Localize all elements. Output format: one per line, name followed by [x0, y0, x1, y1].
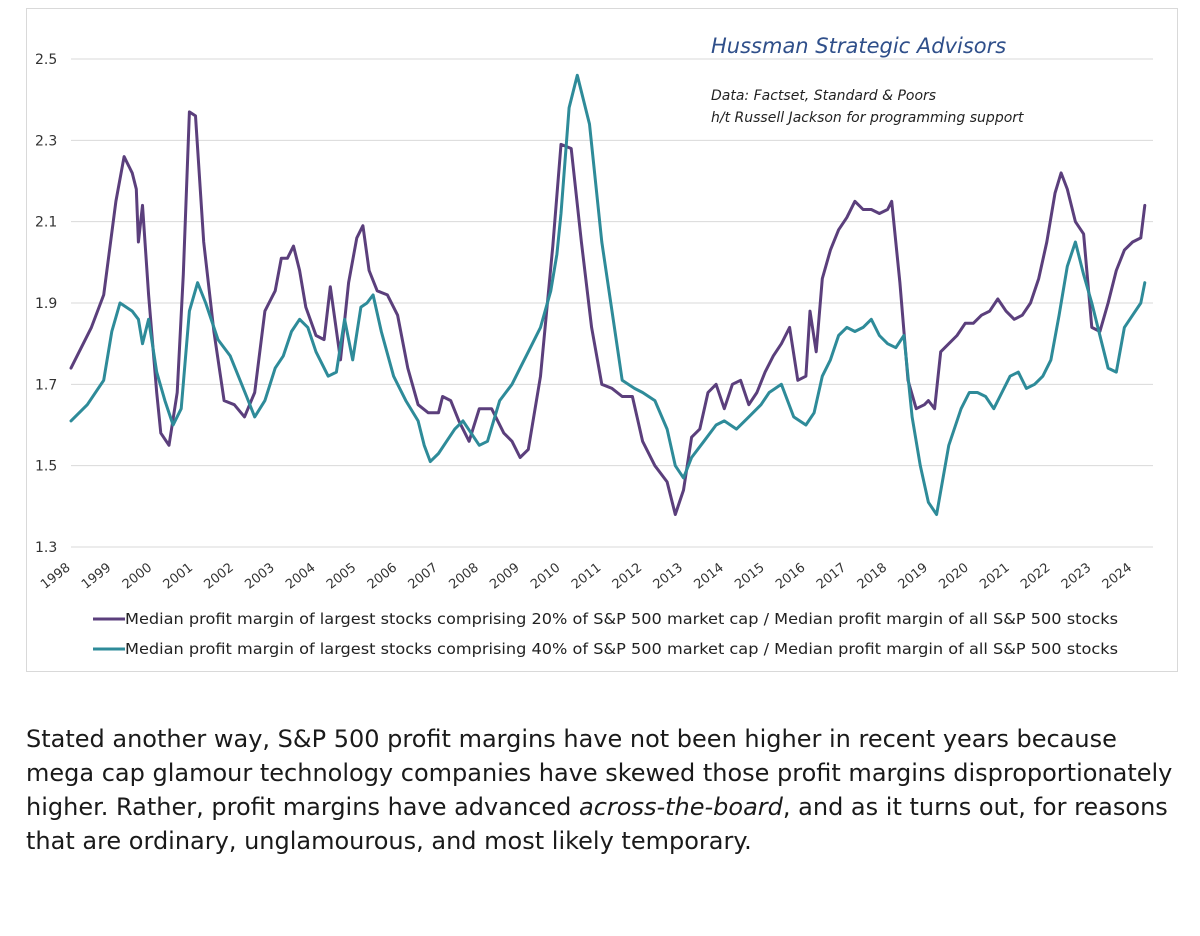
y-tick-label: 2.3: [35, 133, 57, 149]
x-tick-label: 2022: [1018, 560, 1053, 592]
x-tick-label: 2008: [446, 560, 481, 592]
x-tick-label: 2009: [487, 560, 522, 592]
x-tick-label: 2001: [161, 560, 196, 592]
x-tick-label: 1998: [38, 560, 73, 592]
legend-label-20pct: Median profit margin of largest stocks c…: [125, 610, 1118, 628]
y-tick-label: 1.3: [35, 540, 57, 556]
legend: Median profit margin of largest stocks c…: [93, 610, 1118, 658]
x-tick-label: 2004: [283, 560, 318, 592]
y-tick-label: 1.9: [35, 296, 57, 312]
caption-paragraph: Stated another way, S&P 500 profit margi…: [26, 722, 1186, 858]
x-tick-label: 2013: [651, 560, 686, 592]
series-layer: [69, 73, 1147, 516]
y-tick-label: 1.5: [35, 459, 57, 475]
x-tick-label: 2012: [610, 560, 645, 592]
y-axis-ticks: 1.3 1.5 1.7 1.9 2.1 2.3 2.5: [35, 52, 57, 556]
x-axis-ticks: 1998 1999 2000 2001 2002 2003 2004 2005 2006 2007…: [38, 560, 1135, 592]
chart-title: Hussman Strategic Advisors: [711, 34, 1006, 58]
legend-label-40pct: Median profit margin of largest stocks c…: [125, 640, 1118, 658]
grid-layer: [71, 58, 1153, 548]
x-tick-label: 2014: [691, 560, 726, 592]
series-line-20pct: [69, 110, 1147, 516]
x-tick-label: 2011: [569, 560, 604, 592]
y-tick-label: 2.5: [35, 52, 57, 68]
caption-text-after: , and as it turns out, for reasons that …: [26, 793, 1168, 855]
x-tick-label: 2007: [406, 560, 441, 592]
chart-note-credit: h/t Russell Jackson for programming supp…: [711, 110, 1024, 126]
y-tick-label: 2.1: [35, 215, 57, 231]
caption-text-before: Stated another way, S&P 500 profit margi…: [26, 725, 1173, 821]
x-tick-label: 2005: [324, 560, 359, 592]
x-tick-label: 2024: [1100, 560, 1135, 592]
x-tick-label: 2017: [814, 560, 849, 592]
x-tick-label: 2015: [732, 560, 767, 592]
y-tick-label: 1.7: [35, 377, 57, 393]
chart-note-source: Data: Factset, Standard & Poors: [711, 88, 936, 104]
x-tick-label: 2020: [936, 560, 971, 592]
x-tick-label: 2021: [977, 560, 1012, 592]
x-tick-label: 2002: [201, 560, 236, 592]
x-tick-label: 2006: [365, 560, 400, 592]
x-tick-label: 2023: [1059, 560, 1094, 592]
chart-frame: 1.3 1.5 1.7 1.9 2.1 2.3 2.5 1998 1999 2000 2001 20…: [26, 8, 1178, 672]
x-tick-label: 1999: [79, 560, 114, 592]
x-tick-label: 2016: [773, 560, 808, 592]
x-tick-label: 2018: [855, 560, 890, 592]
series-line-40pct: [69, 73, 1147, 516]
x-tick-label: 2010: [528, 560, 563, 592]
x-tick-label: 2003: [242, 560, 277, 592]
caption-emphasis: across-the-board: [578, 793, 783, 821]
x-tick-label: 2019: [896, 560, 931, 592]
x-tick-label: 2000: [120, 560, 155, 592]
chart-svg: 1.31.51.71.92.12.32.5 1998 1999 2000 2001 20…: [35, 34, 1153, 658]
